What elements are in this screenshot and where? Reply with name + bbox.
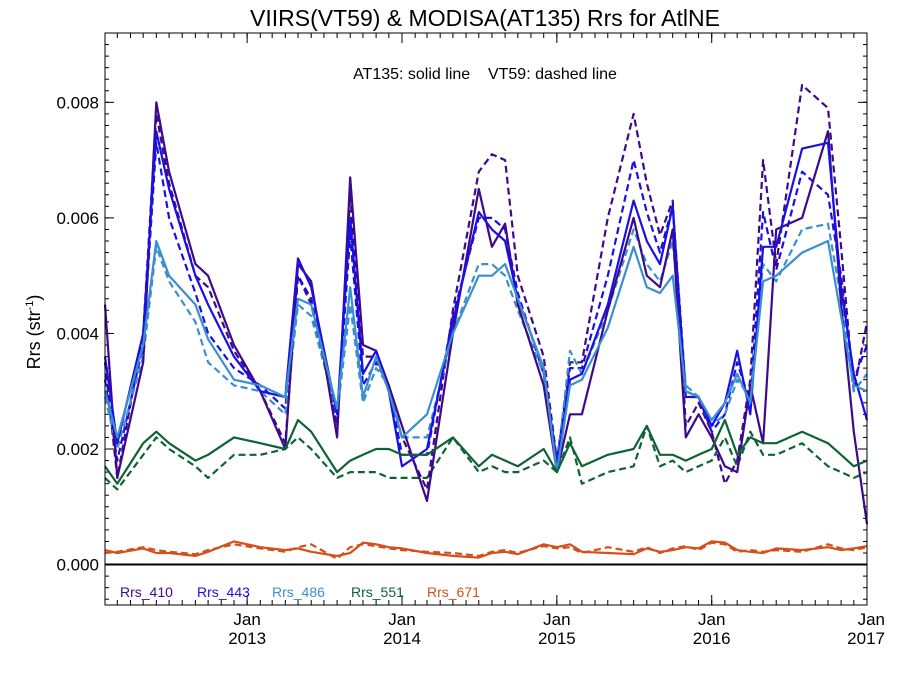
x-tick-month: Jan xyxy=(543,610,570,629)
legend: Rrs_410 Rrs_443 Rrs_486 Rrs_551 Rrs_671 xyxy=(120,584,480,600)
legend-entry-rrs-671: Rrs_671 xyxy=(427,584,480,600)
y-axis-label-sup: -1 xyxy=(24,301,36,311)
legend-entry-rrs-443: Rrs_443 xyxy=(197,584,250,600)
series-line-vt59-rrs-486 xyxy=(103,222,868,468)
y-tick-label: 0.004 xyxy=(56,324,99,343)
series-layer xyxy=(103,83,869,560)
y-tick-label: 0.002 xyxy=(56,440,99,459)
y-tick-label: 0.000 xyxy=(56,556,99,575)
x-tick-year: 2016 xyxy=(693,629,731,648)
x-tick-year: 2013 xyxy=(228,629,266,648)
series-line-at135-rrs-410 xyxy=(103,101,869,525)
y-axis-label-close: ) xyxy=(24,295,44,301)
x-tick-year: 2014 xyxy=(383,629,421,648)
legend-entry-rrs-551: Rrs_551 xyxy=(351,584,404,600)
plot-frame xyxy=(104,32,868,606)
chart-title: VIIRS(VT59) & MODISA(AT135) Rrs for AtlN… xyxy=(250,5,720,31)
series-line-at135-rrs-671 xyxy=(104,540,868,559)
y-tick-label: 0.008 xyxy=(56,93,99,112)
legend-entry-rrs-410: Rrs_410 xyxy=(120,584,173,600)
line-style-note: AT135: solid line VT59: dashed line xyxy=(353,66,617,83)
series-line-vt59-rrs-410 xyxy=(103,83,869,491)
legend-entry-rrs-486: Rrs_486 xyxy=(272,584,325,600)
x-tick-month: Jan xyxy=(233,610,260,629)
series-line-at135-rrs-551 xyxy=(104,419,868,485)
series-line-at135-rrs-443 xyxy=(103,130,869,468)
x-tick-year: 2015 xyxy=(538,629,576,648)
series-line-vt59-rrs-443 xyxy=(103,141,869,462)
x-tick-month: Jan xyxy=(388,610,415,629)
x-tick-month: Jan xyxy=(858,610,885,629)
x-tick-year: 2017 xyxy=(847,629,885,648)
series-line-vt59-rrs-671 xyxy=(104,541,868,560)
axes-layer: 0.0000.0020.0040.0060.008Jan2013Jan2014J… xyxy=(56,33,885,648)
y-tick-label: 0.006 xyxy=(56,209,99,228)
y-axis-label: Rrs (str-1) xyxy=(24,295,44,370)
x-tick-month: Jan xyxy=(698,610,725,629)
y-axis-label-text: Rrs (str xyxy=(24,310,44,369)
series-line-vt59-rrs-551 xyxy=(104,424,868,491)
series-line-at135-rrs-486 xyxy=(103,239,868,474)
